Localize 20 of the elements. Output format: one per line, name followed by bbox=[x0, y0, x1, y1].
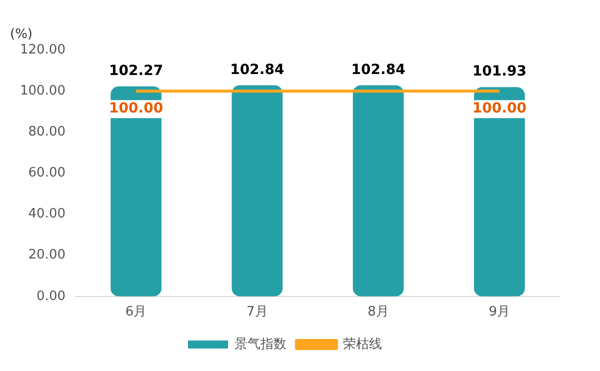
y-tick-label: 120.00 bbox=[20, 42, 66, 58]
y-tick-label: 40.00 bbox=[28, 206, 66, 222]
x-tick-label: 7月 bbox=[246, 304, 268, 320]
x-tick-label: 6月 bbox=[125, 304, 147, 320]
x-tick-label: 8月 bbox=[368, 304, 389, 320]
data-label: 102.84 bbox=[230, 62, 284, 78]
legend-label: 荣枯线 bbox=[343, 336, 382, 352]
data-label: 101.93 bbox=[472, 64, 526, 80]
data-label: 100.00 bbox=[472, 100, 527, 117]
data-label: 102.84 bbox=[351, 62, 406, 78]
y-tick-label: 80.00 bbox=[28, 124, 66, 140]
y-tick-label: 100.00 bbox=[20, 83, 66, 98]
y-axis-title: (%) bbox=[10, 26, 32, 42]
data-label: 100.00 bbox=[109, 100, 164, 117]
legend-label: 景气指数 bbox=[234, 336, 286, 352]
x-tick-label: 9月 bbox=[488, 304, 510, 320]
y-tick-label: 20.00 bbox=[28, 248, 66, 263]
data-label: 102.27 bbox=[109, 63, 164, 80]
y-tick-label: 60.00 bbox=[28, 166, 66, 181]
y-tick-label: 0.00 bbox=[36, 288, 66, 304]
